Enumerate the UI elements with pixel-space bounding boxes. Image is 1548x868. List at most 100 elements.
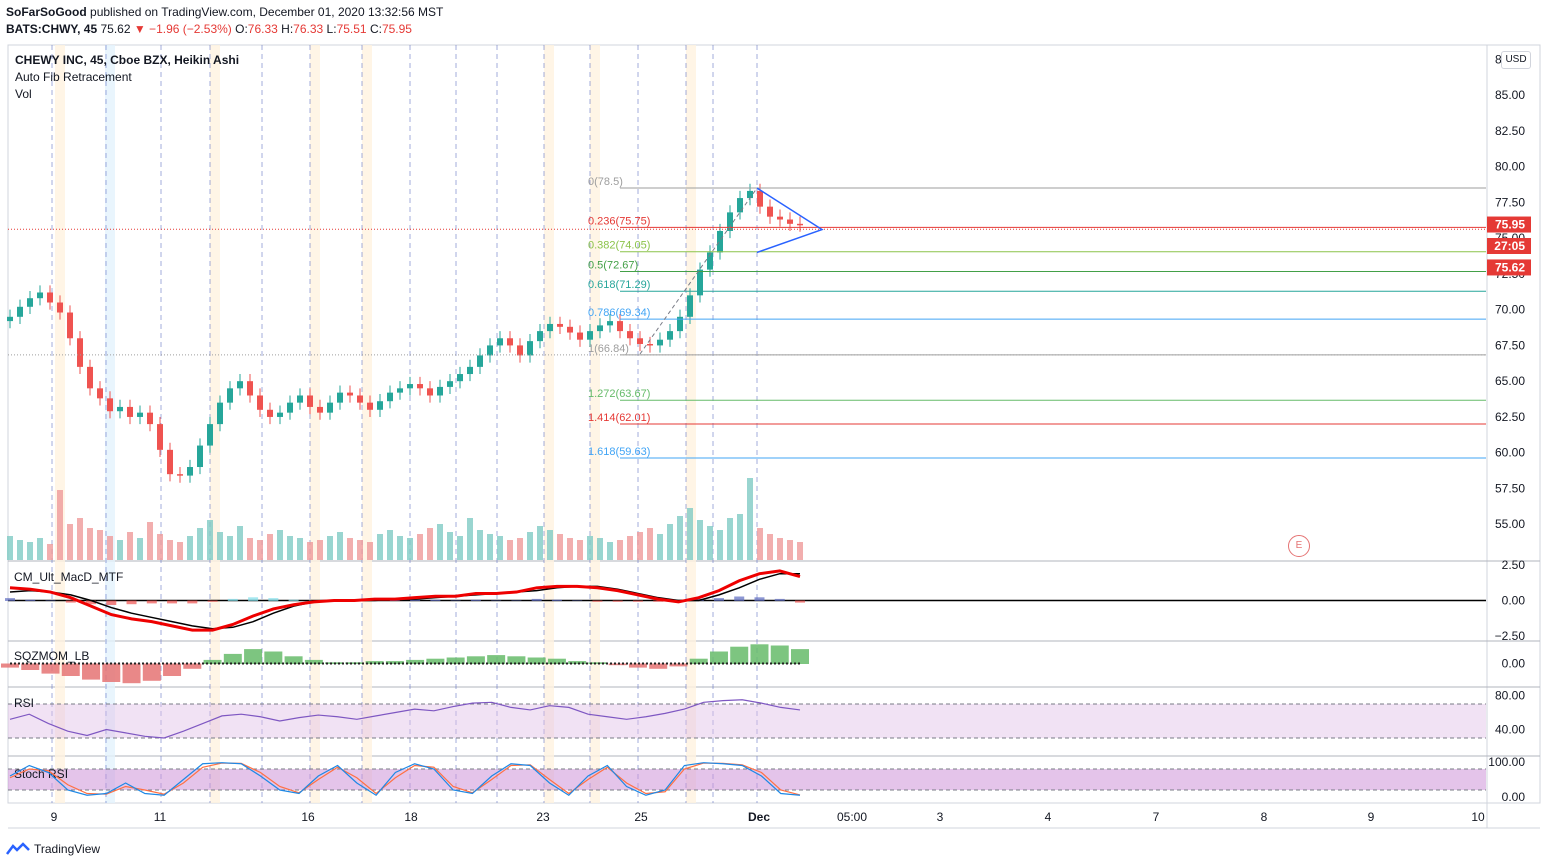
price-tick-label: 85.00	[1495, 88, 1525, 102]
volume-bar	[737, 514, 743, 560]
close-label: C:	[369, 22, 382, 36]
price-axis-badge	[1487, 216, 1531, 233]
candle-body	[397, 388, 403, 393]
volume-bar	[147, 522, 153, 560]
session-band	[362, 45, 372, 803]
time-tick-label: Dec	[748, 810, 770, 824]
volume-bar	[617, 540, 623, 560]
volume-bar	[117, 540, 123, 560]
candle-body	[217, 402, 223, 425]
volume-bar	[377, 534, 383, 560]
macd-title: CM_Ult_MacD_MTF	[14, 570, 123, 584]
legend-vol[interactable]: Vol	[15, 87, 32, 101]
macd-histogram-bar	[288, 599, 299, 601]
fib-level-label: 0(78.5)	[588, 176, 623, 188]
volume-bar	[347, 538, 353, 560]
candle-body	[87, 366, 93, 389]
candle-body	[77, 338, 83, 367]
volume-bar	[217, 532, 223, 560]
macd-tick-label: 2.50	[1502, 558, 1526, 572]
volume-bar	[107, 536, 113, 560]
triangle-pattern	[756, 187, 824, 254]
candle-body	[597, 325, 603, 332]
session-band	[105, 45, 115, 803]
volume-bar	[757, 528, 763, 560]
sqzmom-bar	[203, 659, 222, 664]
volume-bar	[497, 536, 503, 560]
brand-label: TradingView	[34, 842, 101, 856]
candle-body	[477, 355, 483, 367]
candle-body	[707, 252, 713, 270]
legend-fib[interactable]: Auto Fib Retracement	[15, 70, 132, 84]
time-tick-label: 4	[1045, 810, 1052, 824]
sqzmom-bar	[568, 661, 587, 664]
candle-body	[47, 292, 53, 303]
candle-body	[637, 338, 643, 344]
macd-histogram-bar	[45, 600, 56, 601]
volume-bar	[717, 530, 723, 560]
candle-body	[107, 398, 113, 412]
candle-body	[487, 345, 493, 356]
candle-body	[607, 321, 613, 326]
volume-bar	[197, 528, 203, 560]
fib-level-label: 0.618(71.29)	[588, 279, 650, 291]
candle-body	[747, 190, 753, 199]
macd-histogram-bar	[207, 600, 218, 602]
candle-body	[307, 395, 313, 407]
candle-body	[347, 392, 353, 396]
candle-body	[227, 388, 233, 403]
sqzmom-bar	[487, 655, 506, 664]
candle-body	[797, 223, 803, 226]
volume-bar	[17, 540, 23, 560]
published-text: published on TradingView.com, December 0…	[90, 5, 444, 19]
volume-bar	[47, 544, 53, 560]
candle-body	[97, 388, 103, 399]
earnings-badge[interactable]: E	[1288, 535, 1310, 557]
stoch-d-line	[9, 762, 801, 796]
volume-bar	[447, 532, 453, 560]
candle-body	[247, 381, 253, 396]
candle-body	[357, 395, 363, 403]
footer-brand[interactable]: TradingView	[6, 842, 100, 856]
open-value: 76.33	[247, 22, 278, 36]
publish-info: SoFarSoGood published on TradingView.com…	[6, 5, 443, 19]
chart-frame	[7, 44, 1541, 804]
sqzmom-bar	[61, 663, 80, 676]
volume-bar	[387, 530, 393, 560]
candle-body	[537, 331, 543, 342]
currency-badge[interactable]: USD	[1501, 51, 1531, 69]
volume-bar	[237, 526, 243, 560]
candle-body	[767, 206, 773, 217]
volume-bar	[567, 538, 573, 560]
macd-histogram-bar	[632, 600, 643, 602]
candle-body	[447, 381, 453, 387]
author-name[interactable]: SoFarSoGood	[6, 5, 87, 19]
volume-bar	[157, 534, 163, 560]
macd-histogram-bar	[734, 596, 745, 601]
volume-bar	[127, 532, 133, 560]
stoch-k-line	[9, 762, 801, 797]
volume-bar	[697, 520, 703, 560]
volume-bar	[797, 542, 803, 560]
volume-bar	[657, 534, 663, 560]
price-axis-badge-label: 75.95	[1495, 218, 1525, 232]
legend-title[interactable]: CHEWY INC, 45, Cboe BZX, Heikin Ashi	[15, 53, 240, 67]
volume-bar	[557, 534, 563, 560]
candle-body	[147, 412, 153, 425]
candle-body	[377, 401, 383, 410]
price-tick-label: 57.50	[1495, 481, 1525, 495]
symbol-label[interactable]: BATS:CHWY, 45	[6, 22, 98, 36]
volume-bar	[727, 518, 733, 560]
macd-histogram-bar	[511, 600, 522, 601]
candle-body	[627, 331, 633, 339]
volume-bar	[587, 536, 593, 560]
stoch-band	[8, 769, 1486, 790]
low-label: L:	[326, 22, 337, 36]
candle-body	[787, 219, 793, 224]
candle-body	[67, 312, 73, 339]
price-axis-badge	[1487, 237, 1531, 254]
candle-body	[157, 424, 163, 450]
session-band	[55, 45, 65, 803]
session-band	[590, 45, 600, 803]
